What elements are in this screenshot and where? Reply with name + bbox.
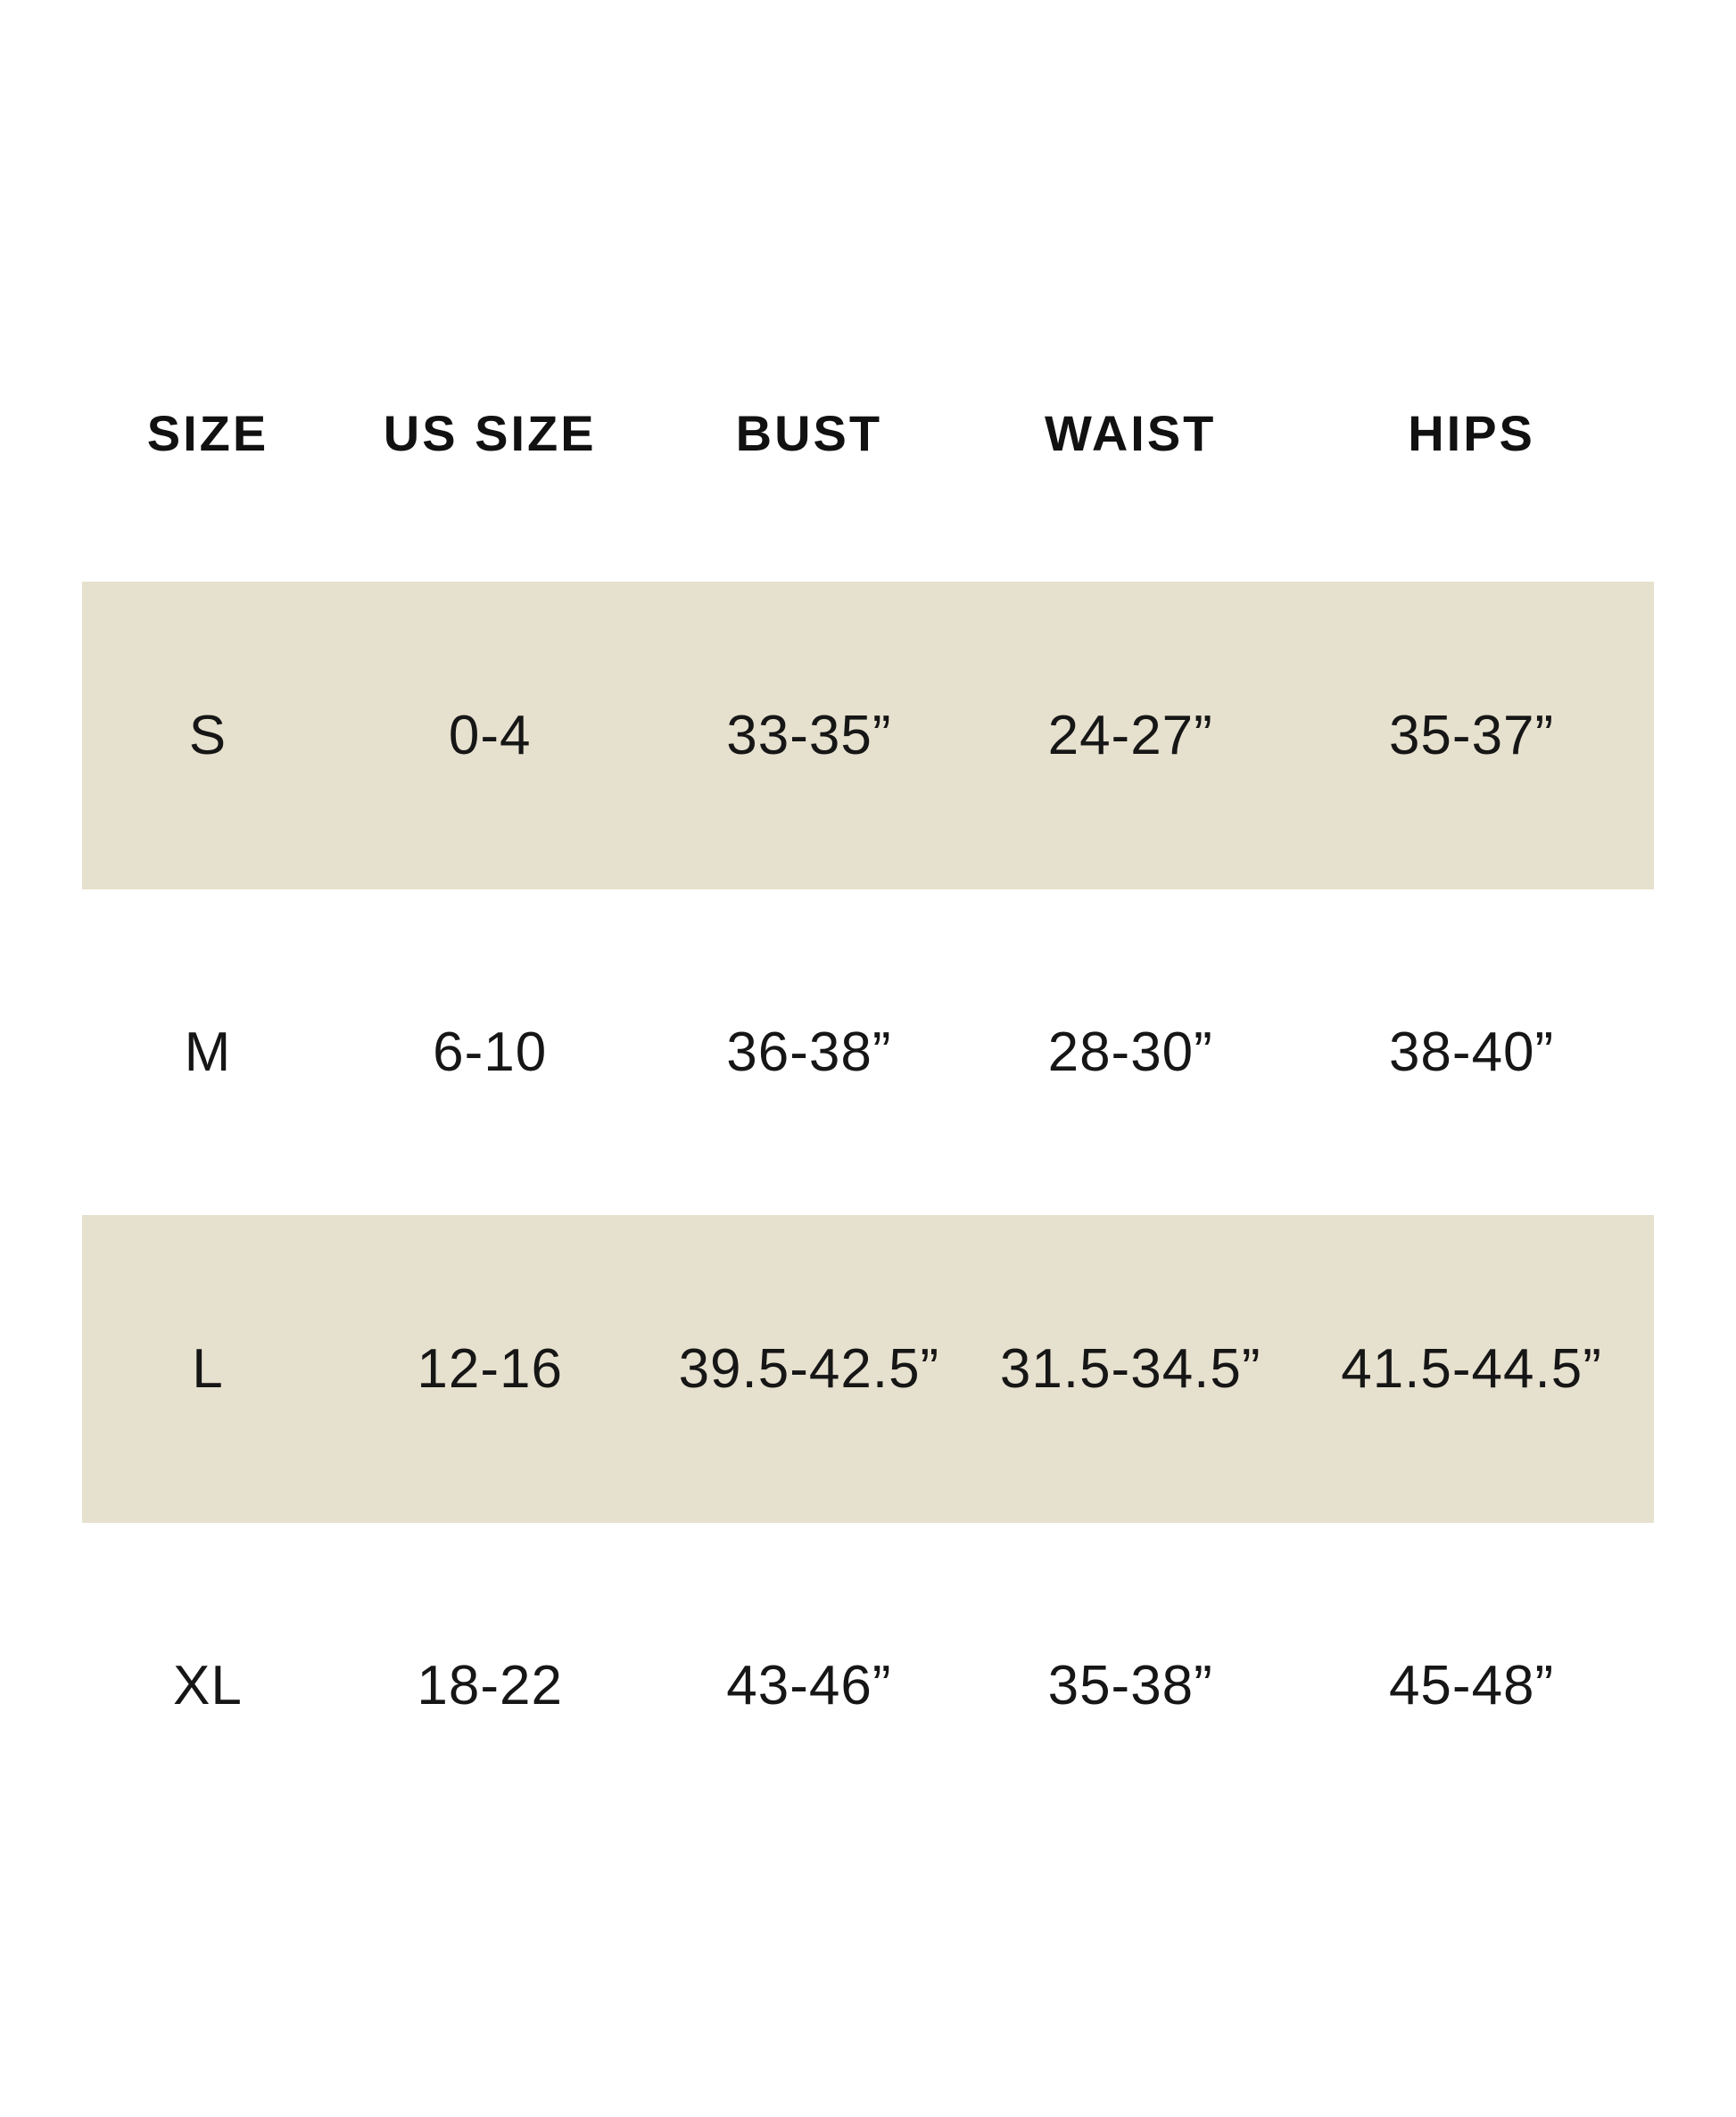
waist-cell: 35-38” <box>1047 1655 1213 1716</box>
bust-cell: 39.5-42.5” <box>678 1338 940 1400</box>
table-row-m: M 6-10 36-38” 28-30” 38-40” <box>82 889 1654 1215</box>
column-header-size: SIZE <box>146 405 269 461</box>
hips-cell: 35-37” <box>1388 705 1555 766</box>
waist-cell: 31.5-34.5” <box>999 1338 1261 1400</box>
table-row-s: S 0-4 33-35” 24-27” 35-37” <box>82 582 1654 889</box>
column-header-waist: WAIST <box>1045 405 1217 461</box>
bust-cell: 43-46” <box>726 1655 892 1716</box>
us-size-cell: 6-10 <box>433 1021 548 1083</box>
waist-cell: 24-27” <box>1047 705 1213 766</box>
table-row-l: L 12-16 39.5-42.5” 31.5-34.5” 41.5-44.5” <box>82 1215 1654 1523</box>
size-chart-header-row: SIZE US SIZE BUST WAIST HIPS <box>82 0 1654 582</box>
size-chart: SIZE US SIZE BUST WAIST HIPS S 0-4 33-35… <box>82 0 1654 1848</box>
column-header-us-size: US SIZE <box>383 405 597 461</box>
size-cell: L <box>192 1338 224 1400</box>
table-row-xl: XL 18-22 43-46” 35-38” 45-48” <box>82 1523 1654 1848</box>
column-header-hips: HIPS <box>1408 405 1535 461</box>
us-size-cell: 0-4 <box>448 705 532 766</box>
hips-cell: 38-40” <box>1388 1021 1555 1083</box>
bust-cell: 36-38” <box>726 1021 892 1083</box>
bust-cell: 33-35” <box>726 705 892 766</box>
size-cell: M <box>184 1021 232 1083</box>
hips-cell: 45-48” <box>1388 1655 1555 1716</box>
size-cell: XL <box>173 1655 243 1716</box>
hips-cell: 41.5-44.5” <box>1341 1338 1602 1400</box>
waist-cell: 28-30” <box>1047 1021 1213 1083</box>
us-size-cell: 18-22 <box>417 1655 563 1716</box>
us-size-cell: 12-16 <box>417 1338 563 1400</box>
column-header-bust: BUST <box>735 405 883 461</box>
size-cell: S <box>188 705 227 766</box>
